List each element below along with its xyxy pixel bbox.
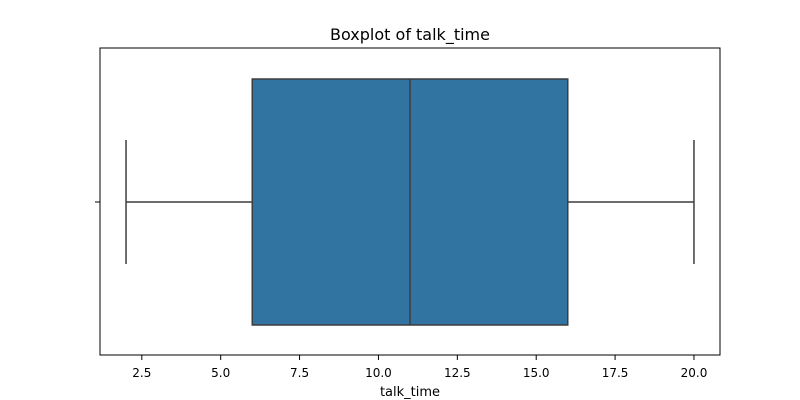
x-tick-label: 17.5: [602, 366, 629, 380]
x-axis-label: talk_time: [380, 385, 440, 400]
x-tick-label: 12.5: [444, 366, 471, 380]
x-axis-ticks: 2.5 5.0 7.5 10.0 12.5 15.0 17.5 20.0: [132, 355, 707, 380]
chart-title: Boxplot of talk_time: [330, 25, 490, 45]
x-tick-label: 10.0: [365, 366, 392, 380]
box-group: [125, 78, 695, 326]
x-tick-label: 7.5: [290, 366, 309, 380]
x-tick-label: 5.0: [211, 366, 230, 380]
x-tick-label: 20.0: [681, 366, 708, 380]
x-tick-label: 15.0: [523, 366, 550, 380]
x-tick-label: 2.5: [132, 366, 151, 380]
